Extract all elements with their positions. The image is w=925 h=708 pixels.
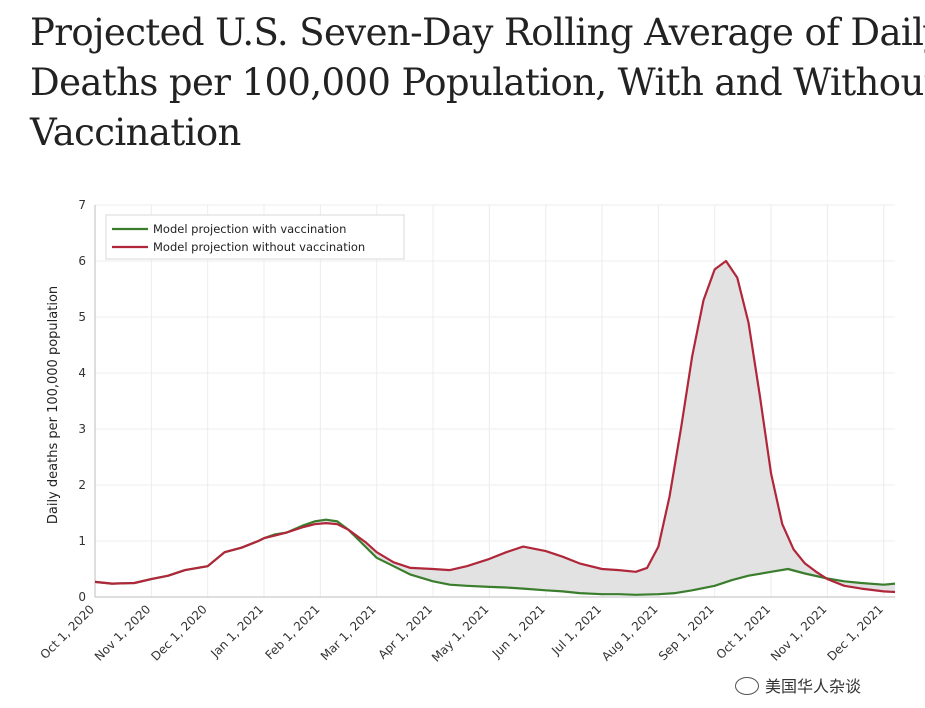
watermark-text: 美国华人杂谈 <box>765 677 862 696</box>
y-axis-label: Daily deaths per 100,000 population <box>46 286 61 524</box>
x-tick-label: Sep 1, 2021 <box>656 602 717 663</box>
x-tick-label: Oct 1, 2020 <box>37 602 97 662</box>
x-tick-label: Jun 1, 2021 <box>489 602 548 661</box>
x-tick-label: May 1, 2021 <box>429 602 492 665</box>
x-tick-label: Oct 1, 2021 <box>714 602 774 662</box>
title-line-2: Deaths per 100,000 Population, With and … <box>30 61 925 104</box>
x-tick-label: Nov 1, 2020 <box>92 602 154 664</box>
series-line-without-vaccination <box>94 259 896 594</box>
legend-box <box>105 214 405 260</box>
x-tick-label: Mar 1, 2021 <box>318 602 379 663</box>
legend-label: Model projection without vaccination <box>153 240 365 254</box>
x-tick-label: Dec 1, 2021 <box>824 602 885 663</box>
y-tick-label: 6 <box>78 254 86 268</box>
y-tick-label: 3 <box>78 422 86 436</box>
x-tick-label: Apr 1, 2021 <box>375 602 435 662</box>
x-tick-label: Jan 1, 2021 <box>207 602 266 661</box>
wechat-icon <box>735 676 759 695</box>
y-tick-label: 7 <box>78 198 86 212</box>
watermark: 美国华人杂谈 <box>735 673 861 697</box>
y-tick-label: 5 <box>78 310 86 324</box>
x-tick-label: Nov 1, 2021 <box>768 602 830 664</box>
x-tick-label: Dec 1, 2020 <box>148 602 209 663</box>
y-tick-label: 1 <box>78 534 86 548</box>
y-tick-label: 0 <box>78 590 86 604</box>
x-tick-label: Aug 1, 2021 <box>599 602 661 664</box>
legend-label: Model projection with vaccination <box>153 222 346 236</box>
y-tick-label: 2 <box>78 478 86 492</box>
x-tick-label: Feb 1, 2021 <box>262 602 322 662</box>
title-line-1: Projected U.S. Seven-Day Rolling Average… <box>30 11 925 54</box>
x-tick-label: Jul 1, 2021 <box>548 602 604 658</box>
chart-title: Projected U.S. Seven-Day Rolling Average… <box>30 8 925 158</box>
y-tick-label: 4 <box>78 366 86 380</box>
title-line-3: Vaccination <box>30 111 241 154</box>
